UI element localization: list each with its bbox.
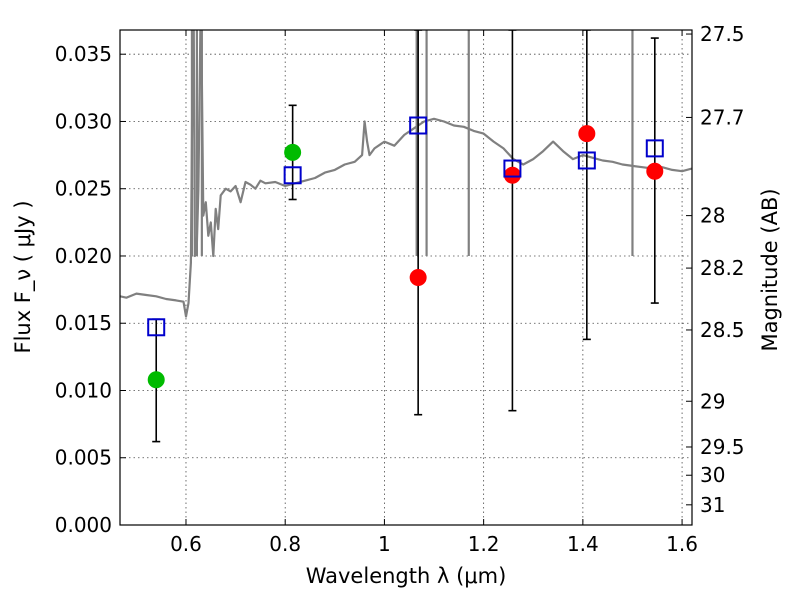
model-photometry-square	[577, 151, 596, 170]
data-layer	[120, 30, 692, 443]
green-data-point	[284, 143, 302, 161]
plot-background	[120, 30, 692, 525]
y-tick-label: 0.005	[55, 446, 112, 470]
right-tick-label: 27.5	[700, 22, 745, 46]
x-tick-label: 0.8	[269, 532, 301, 556]
model-photometry-square	[503, 159, 522, 178]
right-tick-label: 29.5	[700, 435, 745, 459]
right-tick-label: 29	[700, 389, 725, 413]
red-data-point	[409, 269, 427, 286]
x-tick-label: 0.6	[170, 532, 202, 556]
right-tick-label: 27.7	[700, 105, 745, 129]
y-tick-label: 0.035	[55, 42, 112, 66]
y-tick-label: 0.015	[55, 311, 112, 335]
right-tick-label: 31	[700, 493, 725, 517]
y-tick-label: 0.010	[55, 378, 112, 402]
model-photometry-square	[409, 116, 428, 135]
right-tick-label: 28.5	[700, 318, 745, 342]
x-tick-label: 1.2	[468, 532, 500, 556]
y-tick-label: 0.000	[55, 513, 112, 537]
red-data-point	[578, 125, 596, 143]
red-data-point	[503, 166, 521, 184]
y-tick-label: 0.025	[55, 177, 112, 201]
model-photometry-square	[645, 139, 664, 158]
x-tick-label: 1.4	[567, 532, 599, 556]
y-tick-label: 0.020	[55, 244, 112, 268]
right-tick-label: 28	[700, 204, 725, 228]
plot-frame	[119, 29, 693, 526]
right-tick-label: 30	[700, 463, 725, 487]
axes: 0.6 0.8 1 1.2 1.4 1.6 0.000 0.005 0.010 0.015 0.02…	[55, 22, 745, 556]
red-data-point	[646, 162, 664, 180]
x-tick-label: 1	[378, 532, 391, 556]
x-tick-label: 1.6	[666, 532, 698, 556]
y-tick-label: 0.030	[55, 109, 112, 133]
green-data-point	[147, 371, 165, 389]
model-photometry-square	[147, 318, 166, 337]
right-tick-label: 28.2	[700, 256, 745, 280]
x-axis-label: Wavelength λ (μm)	[306, 564, 507, 588]
y-axis-label: Flux F_ν ( μJy )	[11, 200, 36, 353]
right-y-axis-label: Magnitude (AB)	[758, 188, 782, 351]
model-photometry-square	[283, 166, 302, 185]
